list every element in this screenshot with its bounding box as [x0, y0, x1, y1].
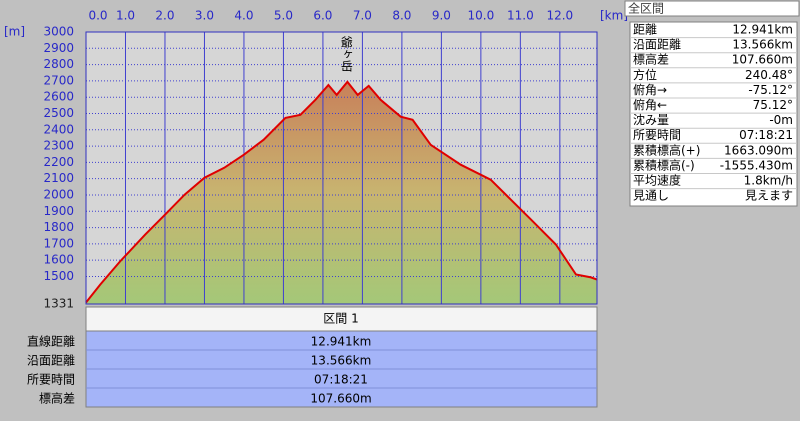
y-tick-label: 2300 [43, 139, 74, 153]
summary-value: -75.12° [748, 83, 793, 97]
summary-value: 107.660m [732, 53, 793, 67]
section-row-label: 直線距離 [27, 334, 75, 349]
peak-label: 爺ヶ岳 [339, 36, 353, 72]
section-row-value: 07:18:21 [314, 373, 368, 387]
y-tick-label: 2100 [43, 171, 74, 185]
summary-value: 見えます [745, 189, 793, 203]
summary-label: 累積標高(+) [633, 142, 700, 157]
x-tick-label: 1.0 [116, 9, 135, 23]
section-header-bg [85, 306, 598, 332]
x-tick-label: 11.0 [507, 9, 534, 23]
x-axis-label: [km] [600, 9, 628, 23]
summary-value: 13.566km [732, 38, 793, 52]
y-tick-label: 2900 [43, 41, 74, 55]
summary-label: 所要時間 [633, 128, 681, 142]
summary-value: 12.941km [732, 23, 793, 37]
x-tick-label: 10.0 [468, 9, 495, 23]
summary-label: 方位 [633, 67, 657, 82]
summary-label: 標高差 [633, 52, 669, 67]
y-tick-label: 2600 [43, 90, 74, 104]
section-row-value: 107.660m [310, 392, 371, 406]
summary-label: 見通し [633, 189, 669, 203]
x-tick-label: 9.0 [432, 9, 451, 23]
y-tick-label: 2800 [43, 57, 74, 71]
section-row-value: 13.566km [311, 354, 372, 368]
summary-value: -1555.430m [720, 158, 793, 172]
profile-line [85, 80, 598, 304]
y-tick-label: 3000 [43, 25, 74, 39]
x-tick-label: 6.0 [313, 9, 332, 23]
y-tick-label: 1800 [43, 220, 74, 234]
summary-value: 1663.090m [724, 143, 793, 157]
section-row-label: 沿面距離 [27, 354, 75, 368]
plot-layer: 0.0 1.0 2.0 3.0 4.0 5.0 6.0 7.0 8.0 9.0 10.0 11.0 12… [43, 9, 598, 311]
section-row-value: 12.941km [311, 335, 372, 349]
y-tick-label: 2700 [43, 73, 74, 87]
summary-value: -0m [769, 113, 793, 127]
x-tick-label: 5.0 [274, 9, 293, 23]
summary-label: 俯角← [633, 97, 667, 112]
y-tick-label: 2400 [43, 122, 74, 136]
section-row-label: 所要時間 [27, 373, 75, 387]
x-tick-label: 3.0 [195, 9, 214, 23]
y-tick-label: 1500 [43, 269, 74, 283]
y-tick-label: 1700 [43, 236, 74, 250]
y-axis-label: [m] [4, 25, 25, 39]
section-header: 区間 1 [323, 312, 358, 326]
x-tick-label: 8.0 [392, 9, 411, 23]
summary-label: 沿面距離 [633, 38, 681, 52]
summary-value: 07:18:21 [739, 128, 793, 142]
summary-value: 75.12° [753, 98, 793, 112]
summary-value: 1.8km/h [744, 174, 793, 188]
section-table: 直線距離 12.941km 沿面距離 13.566km 所要時間 07:18:21 標高差 1… [27, 334, 597, 406]
y-tick-label: 2000 [43, 187, 74, 201]
y-tick-label: 2200 [43, 155, 74, 169]
summary-title-bg [624, 0, 800, 17]
terrain-area [86, 81, 597, 305]
x-tick-label: 2.0 [155, 9, 174, 23]
summary-panel: 距離 12.941km 沿面距離 13.566km 標高差 107.660m 方位 240.4… [630, 23, 797, 203]
y-tick-label: 1600 [43, 253, 74, 267]
x-tick-label: 12.0 [546, 9, 573, 23]
summary-title: 全区間 [628, 1, 664, 16]
summary-label: 平均速度 [633, 173, 681, 188]
x-tick-label: 0.0 [88, 9, 107, 23]
y-tick-label: 1900 [43, 204, 74, 218]
section-row-label: 標高差 [39, 391, 75, 406]
summary-value: 240.48° [745, 68, 793, 82]
y-tick-label: 2500 [43, 106, 74, 120]
y-tick-label: 1331 [43, 297, 74, 311]
summary-label: 距離 [633, 23, 657, 37]
summary-label: 沈み量 [633, 112, 669, 127]
x-tick-label: 4.0 [234, 9, 253, 23]
summary-label: 俯角→ [633, 82, 667, 97]
x-tick-label: 7.0 [353, 9, 372, 23]
summary-label: 累積標高(-) [633, 157, 695, 172]
plot-border [85, 31, 598, 305]
